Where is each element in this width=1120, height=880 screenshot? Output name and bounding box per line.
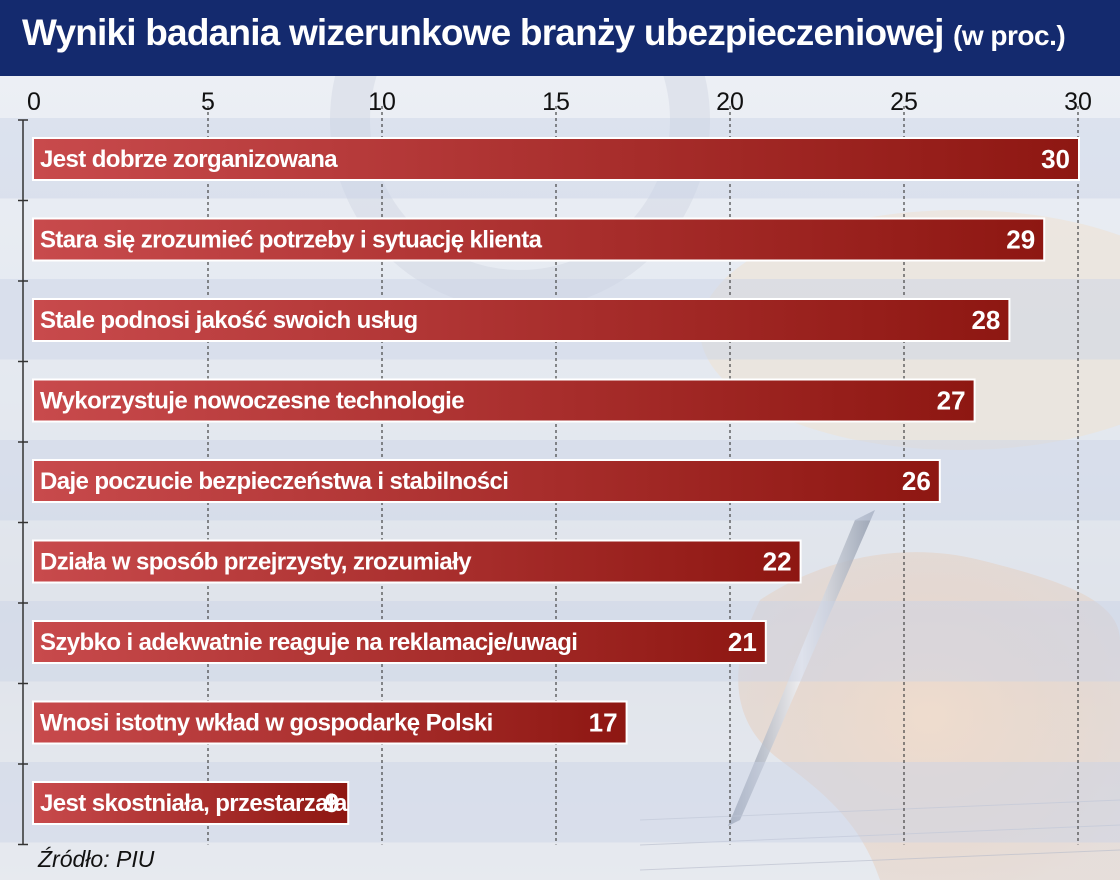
source-note: Źródło: PIU <box>38 846 155 872</box>
bar-value-label: 28 <box>971 305 1000 335</box>
bar-label: Stale podnosi jakość swoich usług <box>40 307 418 334</box>
page-title: Wyniki badania wizerunkowe branży ubezpi… <box>22 12 1066 54</box>
bar-group: Szybko i adekwatnie reaguje na reklamacj… <box>32 620 767 664</box>
bar-value-label: 22 <box>763 547 792 577</box>
bar-value-label: 17 <box>589 708 618 738</box>
bar-value-label: 9 <box>325 788 339 818</box>
bar-group: Stara się zrozumieć potrzeby i sytuację … <box>32 217 1046 262</box>
bar-label: Wykorzystuje nowoczesne technologie <box>40 388 464 415</box>
bar-group: Daje poczucie bezpieczeństwa i stabilnoś… <box>32 459 941 503</box>
bar-group: Działa w sposób przejrzysty, zrozumiały 2… <box>32 539 802 584</box>
bar <box>34 702 626 743</box>
bar-label: Wnosi istotny wkład w gospodarkę Polski <box>40 710 493 737</box>
x-tick-label: 10 <box>368 88 396 116</box>
bar-group: Wykorzystuje nowoczesne technologie 27 <box>32 378 976 423</box>
bar <box>34 219 1044 260</box>
bar <box>34 541 800 582</box>
bar-value-label: 27 <box>937 386 966 416</box>
x-tick-label: 5 <box>201 88 215 116</box>
bar <box>34 139 1078 179</box>
bar-label: Jest skostniała, przestarzała <box>40 790 348 817</box>
y-axis <box>18 119 28 846</box>
bar-chart: 0 5 10 15 20 25 30 Jest dobrze zorganizowana 30… <box>0 88 1120 846</box>
bar-label: Daje poczucie bezpieczeństwa i stabilnoś… <box>40 468 508 495</box>
bar-value-label: 29 <box>1006 225 1035 255</box>
bar-value-label: 21 <box>728 627 757 657</box>
header-bar: Wyniki badania wizerunkowe branży ubezpi… <box>0 0 1120 76</box>
x-tick-label: 0 <box>27 88 41 116</box>
bar-group: Jest dobrze zorganizowana 30 <box>32 137 1080 181</box>
bar-label: Stara się zrozumieć potrzeby i sytuację … <box>40 227 543 254</box>
bar <box>34 461 939 501</box>
bar-label: Jest dobrze zorganizowana <box>40 146 338 173</box>
bar <box>34 300 1009 340</box>
bar-value-label: 26 <box>902 466 931 496</box>
bar-group: Stale podnosi jakość swoich usług 28 <box>32 298 1011 342</box>
x-tick-label: 15 <box>542 88 570 116</box>
title-main: Wyniki badania wizerunkowe branży ubezpi… <box>22 12 944 53</box>
x-axis-ticks: 0 5 10 15 20 25 30 <box>27 88 1092 116</box>
bar <box>34 783 348 823</box>
bar-label: Szybko i adekwatnie reaguje na reklamacj… <box>40 629 577 656</box>
bar <box>34 622 765 662</box>
bars: Jest dobrze zorganizowana 30 Stara się zro… <box>32 137 1080 825</box>
bar <box>34 380 974 421</box>
bar-group: Wnosi istotny wkład w gospodarkę Polski 1… <box>32 700 628 745</box>
x-tick-label: 30 <box>1064 88 1092 116</box>
x-tick-label: 25 <box>890 88 918 116</box>
bar-value-label: 30 <box>1041 144 1070 174</box>
title-unit: (w proc.) <box>953 20 1066 51</box>
bar-label: Działa w sposób przejrzysty, zrozumiały <box>40 549 472 576</box>
x-tick-label: 20 <box>716 88 744 116</box>
